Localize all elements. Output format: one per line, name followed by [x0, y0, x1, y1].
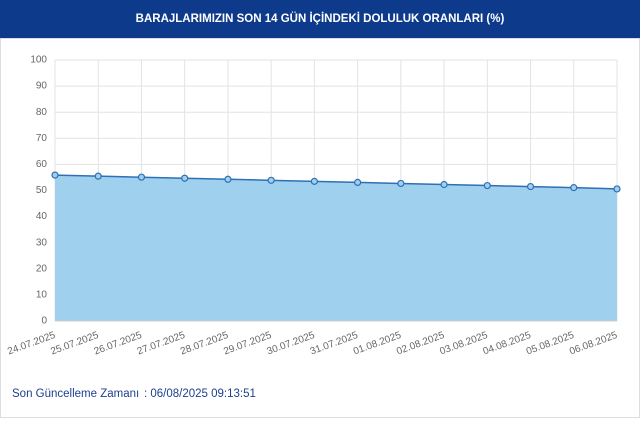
- x-tick-label: 30.07.2025: [266, 330, 317, 358]
- point: [397, 179, 405, 188]
- header-bar: [0, 0, 640, 38]
- x-tick-label: 04.08.2025: [482, 330, 533, 358]
- footer-label: Son Güncelleme Zamanı: [12, 388, 139, 400]
- x-tick-label: 28.07.2025: [179, 330, 230, 358]
- y-tick-label: 50: [36, 185, 48, 196]
- y-tick-label: 30: [36, 237, 48, 248]
- point: [526, 182, 535, 191]
- point: [483, 181, 491, 190]
- y-tick-label: 100: [30, 55, 47, 66]
- x-tick-label: 02.08.2025: [395, 330, 446, 358]
- point: [181, 174, 189, 182]
- y-tick-label: 10: [36, 290, 48, 301]
- point: [267, 176, 275, 184]
- line: [54, 174, 618, 190]
- x-tick-label: 29.07.2025: [222, 330, 273, 358]
- x-tick-label: 24.07.2025: [6, 330, 57, 358]
- point: [224, 175, 232, 183]
- x-tick-label: 27.07.2025: [136, 330, 187, 358]
- point: [310, 177, 318, 185]
- y-tick-label: 70: [36, 133, 48, 144]
- y-tick-label: 80: [36, 107, 48, 118]
- y-tick-label: 90: [36, 81, 48, 92]
- area: [55, 175, 617, 321]
- chart-title: BARAJLARIMIZIN SON 14 GÜN İÇİNDEKİ DOLUL…: [136, 12, 505, 25]
- point: [137, 173, 146, 181]
- point: [354, 178, 362, 187]
- point: [570, 184, 578, 192]
- x-tick-label: 06.08.2025: [568, 330, 619, 358]
- y-tick-label: 0: [41, 316, 47, 327]
- footer-value: : 06/08/2025 09:13:51: [144, 388, 256, 400]
- x-tick-label: 26.07.2025: [93, 330, 144, 358]
- x-tick-label: 05.08.2025: [525, 330, 576, 358]
- point: [94, 172, 102, 180]
- y-tick-label: 40: [36, 211, 48, 222]
- x-tick-label: 31.07.2025: [309, 330, 360, 358]
- point: [440, 180, 448, 189]
- x-tick-label: 03.08.2025: [438, 330, 489, 358]
- x-tick-label: 01.08.2025: [352, 330, 403, 358]
- point: [613, 185, 621, 193]
- x-tick-label: 25.07.2025: [49, 330, 100, 358]
- y-tick-label: 20: [36, 263, 48, 274]
- point: [51, 171, 59, 179]
- y-tick-label: 60: [36, 159, 48, 170]
